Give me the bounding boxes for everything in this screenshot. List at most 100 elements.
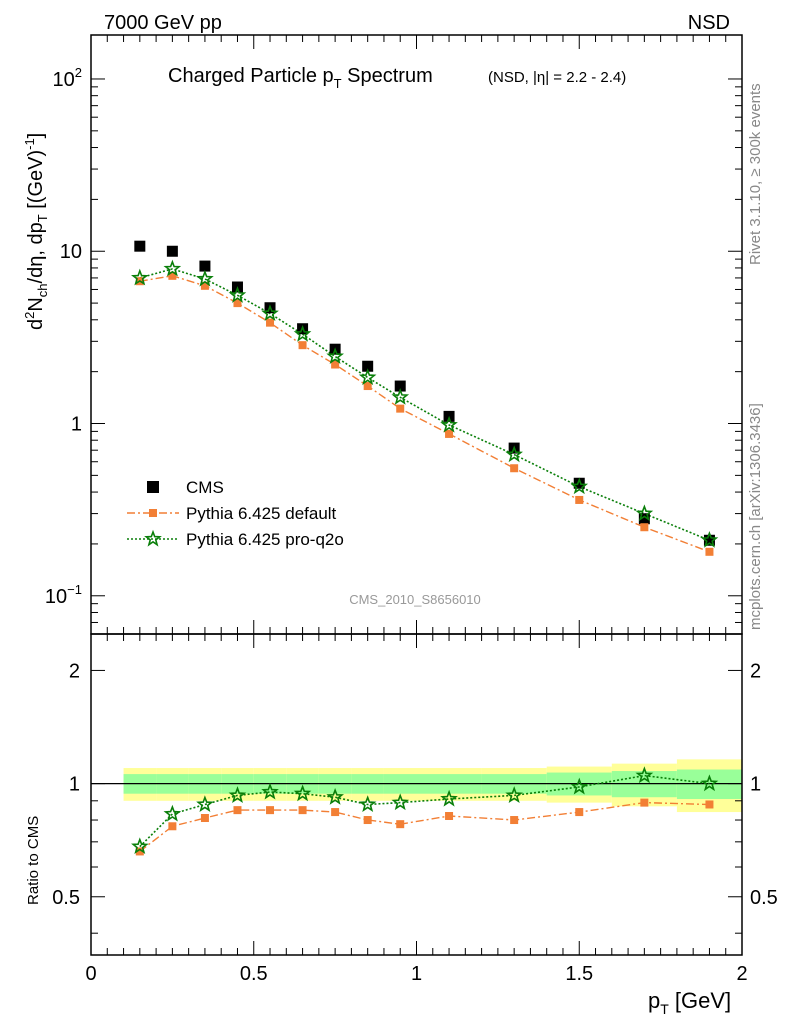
rivet-label: Rivet 3.1.10, ≥ 300k events bbox=[747, 83, 764, 265]
proq2o-point bbox=[700, 531, 719, 548]
proq2o-point bbox=[635, 504, 654, 522]
ratio-proq2o-point bbox=[163, 804, 182, 822]
ratio-proq2o-point bbox=[131, 837, 149, 855]
ratio-default-point bbox=[396, 820, 405, 829]
proq2o-point bbox=[505, 445, 523, 463]
mcplots-label: mcplots.cern.ch [arXiv:1306.3436] bbox=[747, 403, 764, 630]
svg-text:pT [GeV]: pT [GeV] bbox=[648, 988, 731, 1017]
ratio-proq2o-point bbox=[326, 787, 344, 805]
y-tick-label-top: 10−1 bbox=[45, 582, 82, 608]
ratio-y-tick-label: 2 bbox=[69, 660, 80, 682]
default-point bbox=[168, 271, 177, 280]
proq2o-point bbox=[261, 304, 279, 322]
cms-point bbox=[394, 380, 406, 392]
default-point bbox=[298, 341, 307, 350]
ratio-default-point bbox=[363, 816, 372, 825]
y-tick-label-top: 1 bbox=[71, 414, 82, 436]
ratio-default-point bbox=[298, 806, 307, 815]
ratio-default-point bbox=[510, 816, 519, 825]
x-tick-label: 2 bbox=[736, 963, 747, 985]
x-axis-label: pT [GeV] bbox=[648, 988, 731, 1017]
proq2o-point bbox=[131, 268, 149, 286]
ratio-proq2o-point bbox=[228, 786, 247, 803]
legend-default-marker bbox=[149, 509, 157, 517]
default-point bbox=[445, 429, 454, 438]
default-point bbox=[640, 523, 649, 532]
ratio-proq2o-point bbox=[635, 766, 654, 784]
ratio-proq2o-point bbox=[570, 777, 589, 795]
ratio-default-point bbox=[135, 847, 144, 856]
y-axis-label-ratio: Ratio to CMS bbox=[25, 816, 42, 905]
proq2o-point bbox=[358, 368, 377, 386]
series-proq2o-line bbox=[139, 268, 710, 542]
default-point bbox=[705, 547, 714, 556]
ratio-proq2o-point bbox=[261, 782, 279, 800]
ratio-proq2o-point bbox=[196, 795, 214, 812]
default-point bbox=[510, 464, 519, 473]
y-axis-label-top: d2Nch/dη, dpT [(GeV)-1] bbox=[22, 133, 50, 330]
ratio-y-tick-label-right: 1 bbox=[750, 774, 761, 796]
cms-point bbox=[166, 245, 178, 257]
ratio-y-tick-label-right: 2 bbox=[750, 660, 761, 682]
svg-text:d2Nch/dη, dpT [(GeV)-1]: d2Nch/dη, dpT [(GeV)-1] bbox=[22, 133, 50, 330]
proq2o-point bbox=[570, 477, 589, 495]
legend: CMS Pythia 6.425 default Pythia 6.425 pro-… bbox=[127, 478, 344, 549]
ratio-default-point bbox=[331, 808, 340, 817]
proq2o-point bbox=[326, 347, 344, 364]
proq2o-point bbox=[440, 415, 458, 433]
proq2o-point bbox=[293, 324, 312, 342]
header-left: 7000 GeV pp bbox=[104, 12, 222, 34]
legend-proq2o-marker bbox=[144, 529, 162, 547]
proq2o-point bbox=[228, 286, 247, 303]
default-point bbox=[331, 360, 340, 369]
ratio-default-point bbox=[640, 798, 649, 807]
default-point bbox=[200, 281, 209, 290]
ratio-default-point bbox=[168, 822, 177, 831]
ratio-default-point bbox=[445, 811, 454, 820]
y-tick-label-top: 102 bbox=[53, 65, 82, 91]
legend-cms-marker bbox=[147, 481, 159, 493]
cms-point bbox=[703, 534, 715, 546]
x-tick-label: 0 bbox=[85, 963, 96, 985]
x-tick-label: 1.5 bbox=[565, 963, 593, 985]
cms-point bbox=[362, 360, 374, 372]
default-point bbox=[396, 404, 405, 413]
series-default-line bbox=[139, 275, 710, 553]
proq2o-point bbox=[196, 269, 214, 287]
ratio-default-point bbox=[575, 808, 584, 817]
ratio-default-point bbox=[233, 806, 242, 815]
ratio-default-line bbox=[139, 801, 710, 852]
default-point bbox=[266, 318, 275, 327]
x-tick-label: 0.5 bbox=[240, 963, 268, 985]
ratio-default-point bbox=[705, 800, 714, 809]
chart-title: Charged Particle pT Spectrum (NSD, |η| =… bbox=[168, 65, 626, 91]
ratio-proq2o-point bbox=[391, 793, 410, 811]
x-tick-label: 1 bbox=[411, 963, 422, 985]
svg-text:Charged Particle pT Spectrum: Charged Particle pT Spectrum bbox=[168, 65, 433, 91]
chart-title-small: (NSD, |η| = 2.2 - 2.4) bbox=[488, 69, 626, 86]
ratio-proq2o-point bbox=[440, 789, 458, 807]
proq2o-point bbox=[163, 259, 182, 277]
ratio-default-point bbox=[200, 814, 209, 823]
header-right: NSD bbox=[688, 12, 730, 34]
data-series bbox=[131, 240, 719, 856]
default-point bbox=[363, 382, 372, 391]
ratio-bands bbox=[123, 759, 742, 813]
ratio-default-point bbox=[266, 806, 275, 815]
ratio-proq2o-point bbox=[358, 795, 377, 812]
default-point bbox=[575, 495, 584, 504]
ratio-proq2o-point bbox=[505, 786, 523, 803]
ratio-proq2o-point bbox=[700, 774, 719, 792]
ratio-y-tick-label-right: 0.5 bbox=[750, 887, 778, 909]
y-tick-label-top: 10 bbox=[60, 241, 82, 263]
legend-label: Pythia 6.425 pro-q2o bbox=[186, 530, 344, 549]
legend-label: Pythia 6.425 default bbox=[186, 504, 337, 523]
default-point bbox=[233, 299, 242, 308]
cms-point bbox=[134, 240, 146, 252]
legend-label: CMS bbox=[186, 478, 224, 497]
proq2o-point bbox=[391, 388, 410, 405]
ratio-y-tick-label: 1 bbox=[69, 774, 80, 796]
cms-point bbox=[573, 477, 585, 489]
ratio-proq2o-point bbox=[293, 784, 312, 802]
